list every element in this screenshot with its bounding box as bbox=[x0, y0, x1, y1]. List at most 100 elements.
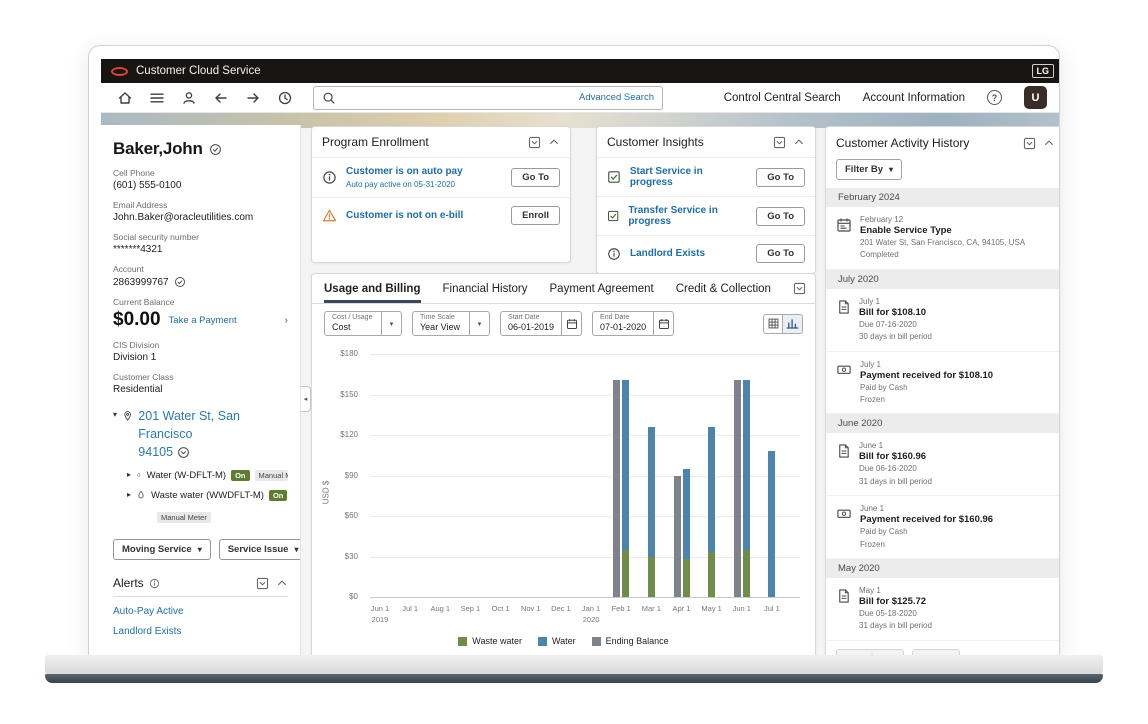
alert-link-landlord[interactable]: Landlord Exists bbox=[113, 626, 182, 638]
legend-item[interactable]: Ending Balance bbox=[591, 636, 669, 646]
activity-title: Payment received for $108.10 bbox=[860, 369, 994, 381]
actions-menu-icon[interactable] bbox=[773, 136, 786, 149]
start-date-value: 06-01-2019 bbox=[508, 322, 555, 332]
enrollment-row-title: Customer is not on e-bill bbox=[346, 210, 464, 221]
bar-segment[interactable] bbox=[742, 549, 750, 597]
actions-menu-icon[interactable] bbox=[1023, 137, 1036, 150]
bar-segment[interactable] bbox=[682, 559, 690, 597]
go-to-button[interactable]: Go To bbox=[511, 168, 560, 187]
legend-item[interactable]: Waste water bbox=[458, 636, 522, 646]
user-avatar[interactable]: U bbox=[1024, 86, 1047, 109]
account-verified-icon[interactable] bbox=[174, 276, 186, 288]
service-issue-label: Service Issue bbox=[227, 544, 289, 556]
meter-badge: Manual Meter bbox=[157, 512, 211, 524]
actions-menu-icon[interactable] bbox=[793, 282, 806, 295]
laptop-base-edge bbox=[45, 674, 1103, 683]
previous-button[interactable]: Previous bbox=[836, 648, 905, 655]
service-name[interactable]: Water (W-DFLT-M) bbox=[146, 469, 227, 481]
advanced-search-link[interactable]: Advanced Search bbox=[579, 92, 654, 103]
account-information-link[interactable]: Account Information bbox=[862, 91, 965, 104]
activity-date: June 1 bbox=[859, 441, 884, 451]
cost-usage-field[interactable]: Cost / Usage Cost bbox=[324, 311, 382, 336]
tab-payment-agreement[interactable]: Payment Agreement bbox=[549, 282, 654, 295]
tree-expand-toggle[interactable]: ▾ bbox=[113, 410, 118, 419]
caret-down-icon: ▾ bbox=[197, 544, 202, 554]
activity-item[interactable]: July 1 Payment received for $108.10 Paid… bbox=[826, 352, 1059, 415]
collapse-chevron-up-icon[interactable] bbox=[793, 136, 805, 148]
end-date-calendar-button[interactable] bbox=[654, 311, 675, 336]
activity-item[interactable]: May 1 Bill for $125.72 Due 05-18-2020 31… bbox=[826, 578, 1059, 641]
field-value: (601) 555-0100 bbox=[113, 180, 182, 191]
customer-class-label: Customer Class bbox=[113, 372, 174, 382]
bar-segment[interactable] bbox=[613, 379, 621, 597]
collapse-chevron-up-icon[interactable] bbox=[548, 136, 560, 148]
activity-item[interactable]: June 1 Bill for $160.96 Due 06-16-2020 3… bbox=[826, 433, 1059, 497]
time-scale-field[interactable]: Time Scale Year View bbox=[412, 311, 470, 336]
cost-usage-value: Cost bbox=[332, 322, 351, 332]
collapse-chevron-up-icon[interactable] bbox=[813, 283, 816, 295]
bar-segment[interactable] bbox=[622, 379, 630, 550]
help-icon[interactable]: ? bbox=[987, 90, 1002, 105]
activity-detail: Due 05-18-2020 bbox=[859, 608, 917, 618]
history-button[interactable] bbox=[275, 88, 295, 108]
take-payment-link[interactable]: Take a Payment bbox=[168, 314, 237, 326]
contacts-button[interactable] bbox=[179, 88, 199, 108]
back-button[interactable] bbox=[211, 88, 231, 108]
oracle-logo-icon bbox=[111, 66, 128, 76]
search-input[interactable] bbox=[342, 90, 573, 105]
next-button[interactable]: Next bbox=[912, 648, 960, 655]
tab-financial-history[interactable]: Financial History bbox=[442, 282, 528, 295]
enroll-button[interactable]: Enroll bbox=[511, 206, 560, 225]
home-button[interactable] bbox=[115, 88, 135, 108]
tree-expand-toggle[interactable]: ▸ bbox=[127, 470, 132, 480]
bar-segment[interactable] bbox=[647, 556, 655, 597]
collapse-chevron-up-icon[interactable] bbox=[1043, 137, 1055, 149]
bar-segment[interactable] bbox=[622, 549, 630, 597]
panel-collapse-handle[interactable]: ◂ bbox=[301, 386, 311, 412]
go-to-button[interactable]: Go To bbox=[756, 244, 805, 263]
bar-segment[interactable] bbox=[742, 379, 750, 550]
insight-row-title: Landlord Exists bbox=[630, 248, 706, 259]
start-date-field[interactable]: Start Date 06-01-2019 bbox=[500, 311, 563, 336]
field-label: Social security number bbox=[113, 232, 199, 242]
bar-segment[interactable] bbox=[708, 552, 716, 597]
control-central-search-link[interactable]: Control Central Search bbox=[723, 91, 841, 104]
go-to-button[interactable]: Go To bbox=[756, 206, 805, 226]
table-view-button[interactable] bbox=[763, 313, 783, 334]
activity-item[interactable]: July 1 Bill for $108.10 Due 07-16-2020 3… bbox=[826, 289, 1059, 352]
moving-service-button[interactable]: Moving Service ▾ bbox=[113, 539, 211, 561]
premise-address-link[interactable]: 201 Water St, San Francisco 94105 bbox=[138, 407, 288, 461]
tab-credit-collection[interactable]: Credit & Collection bbox=[675, 282, 771, 295]
collapse-chevron-up-icon[interactable] bbox=[276, 577, 288, 589]
bar-segment[interactable] bbox=[768, 451, 776, 597]
cost-usage-dropdown-button[interactable]: ▾ bbox=[382, 311, 402, 336]
bar-segment[interactable] bbox=[647, 426, 655, 557]
tree-expand-toggle[interactable]: ▸ bbox=[127, 490, 132, 500]
activity-item[interactable]: June 1 Payment received for $160.96 Paid… bbox=[826, 496, 1059, 559]
service-name[interactable]: Waste water (WWDFLT-M) bbox=[151, 489, 264, 501]
bar-segment[interactable] bbox=[708, 426, 716, 553]
time-scale-dropdown-button[interactable]: ▾ bbox=[470, 311, 490, 336]
legend-item[interactable]: Water bbox=[537, 636, 576, 646]
actions-menu-icon[interactable] bbox=[256, 577, 269, 590]
bar-segment[interactable] bbox=[673, 475, 681, 597]
actions-menu-icon[interactable] bbox=[528, 136, 541, 149]
chart-plot bbox=[370, 352, 800, 598]
time-scale-select: Time Scale Year View ▾ bbox=[412, 311, 490, 336]
end-date-field[interactable]: End Date 07-01-2020 bbox=[592, 311, 655, 336]
start-date-calendar-button[interactable] bbox=[562, 311, 583, 336]
tab-usage-and-billing[interactable]: Usage and Billing bbox=[324, 274, 421, 303]
alert-link-autopay[interactable]: Auto-Pay Active bbox=[113, 606, 184, 618]
activity-detail: Due 06-16-2020 bbox=[859, 464, 917, 474]
forward-button[interactable] bbox=[243, 88, 263, 108]
bar-segment[interactable] bbox=[733, 379, 741, 597]
premise-chevron-down-icon[interactable] bbox=[177, 446, 190, 459]
service-issue-button[interactable]: Service Issue ▾ bbox=[218, 539, 300, 561]
field-label: Cell Phone bbox=[113, 168, 155, 178]
chart-view-button[interactable] bbox=[783, 313, 803, 334]
bar-segment[interactable] bbox=[682, 468, 690, 560]
filter-by-button[interactable]: Filter By ▾ bbox=[836, 159, 903, 180]
menu-button[interactable] bbox=[147, 88, 167, 108]
go-to-button[interactable]: Go To bbox=[756, 167, 805, 187]
activity-item[interactable]: February 12 Enable Service Type 201 Wate… bbox=[826, 207, 1059, 270]
